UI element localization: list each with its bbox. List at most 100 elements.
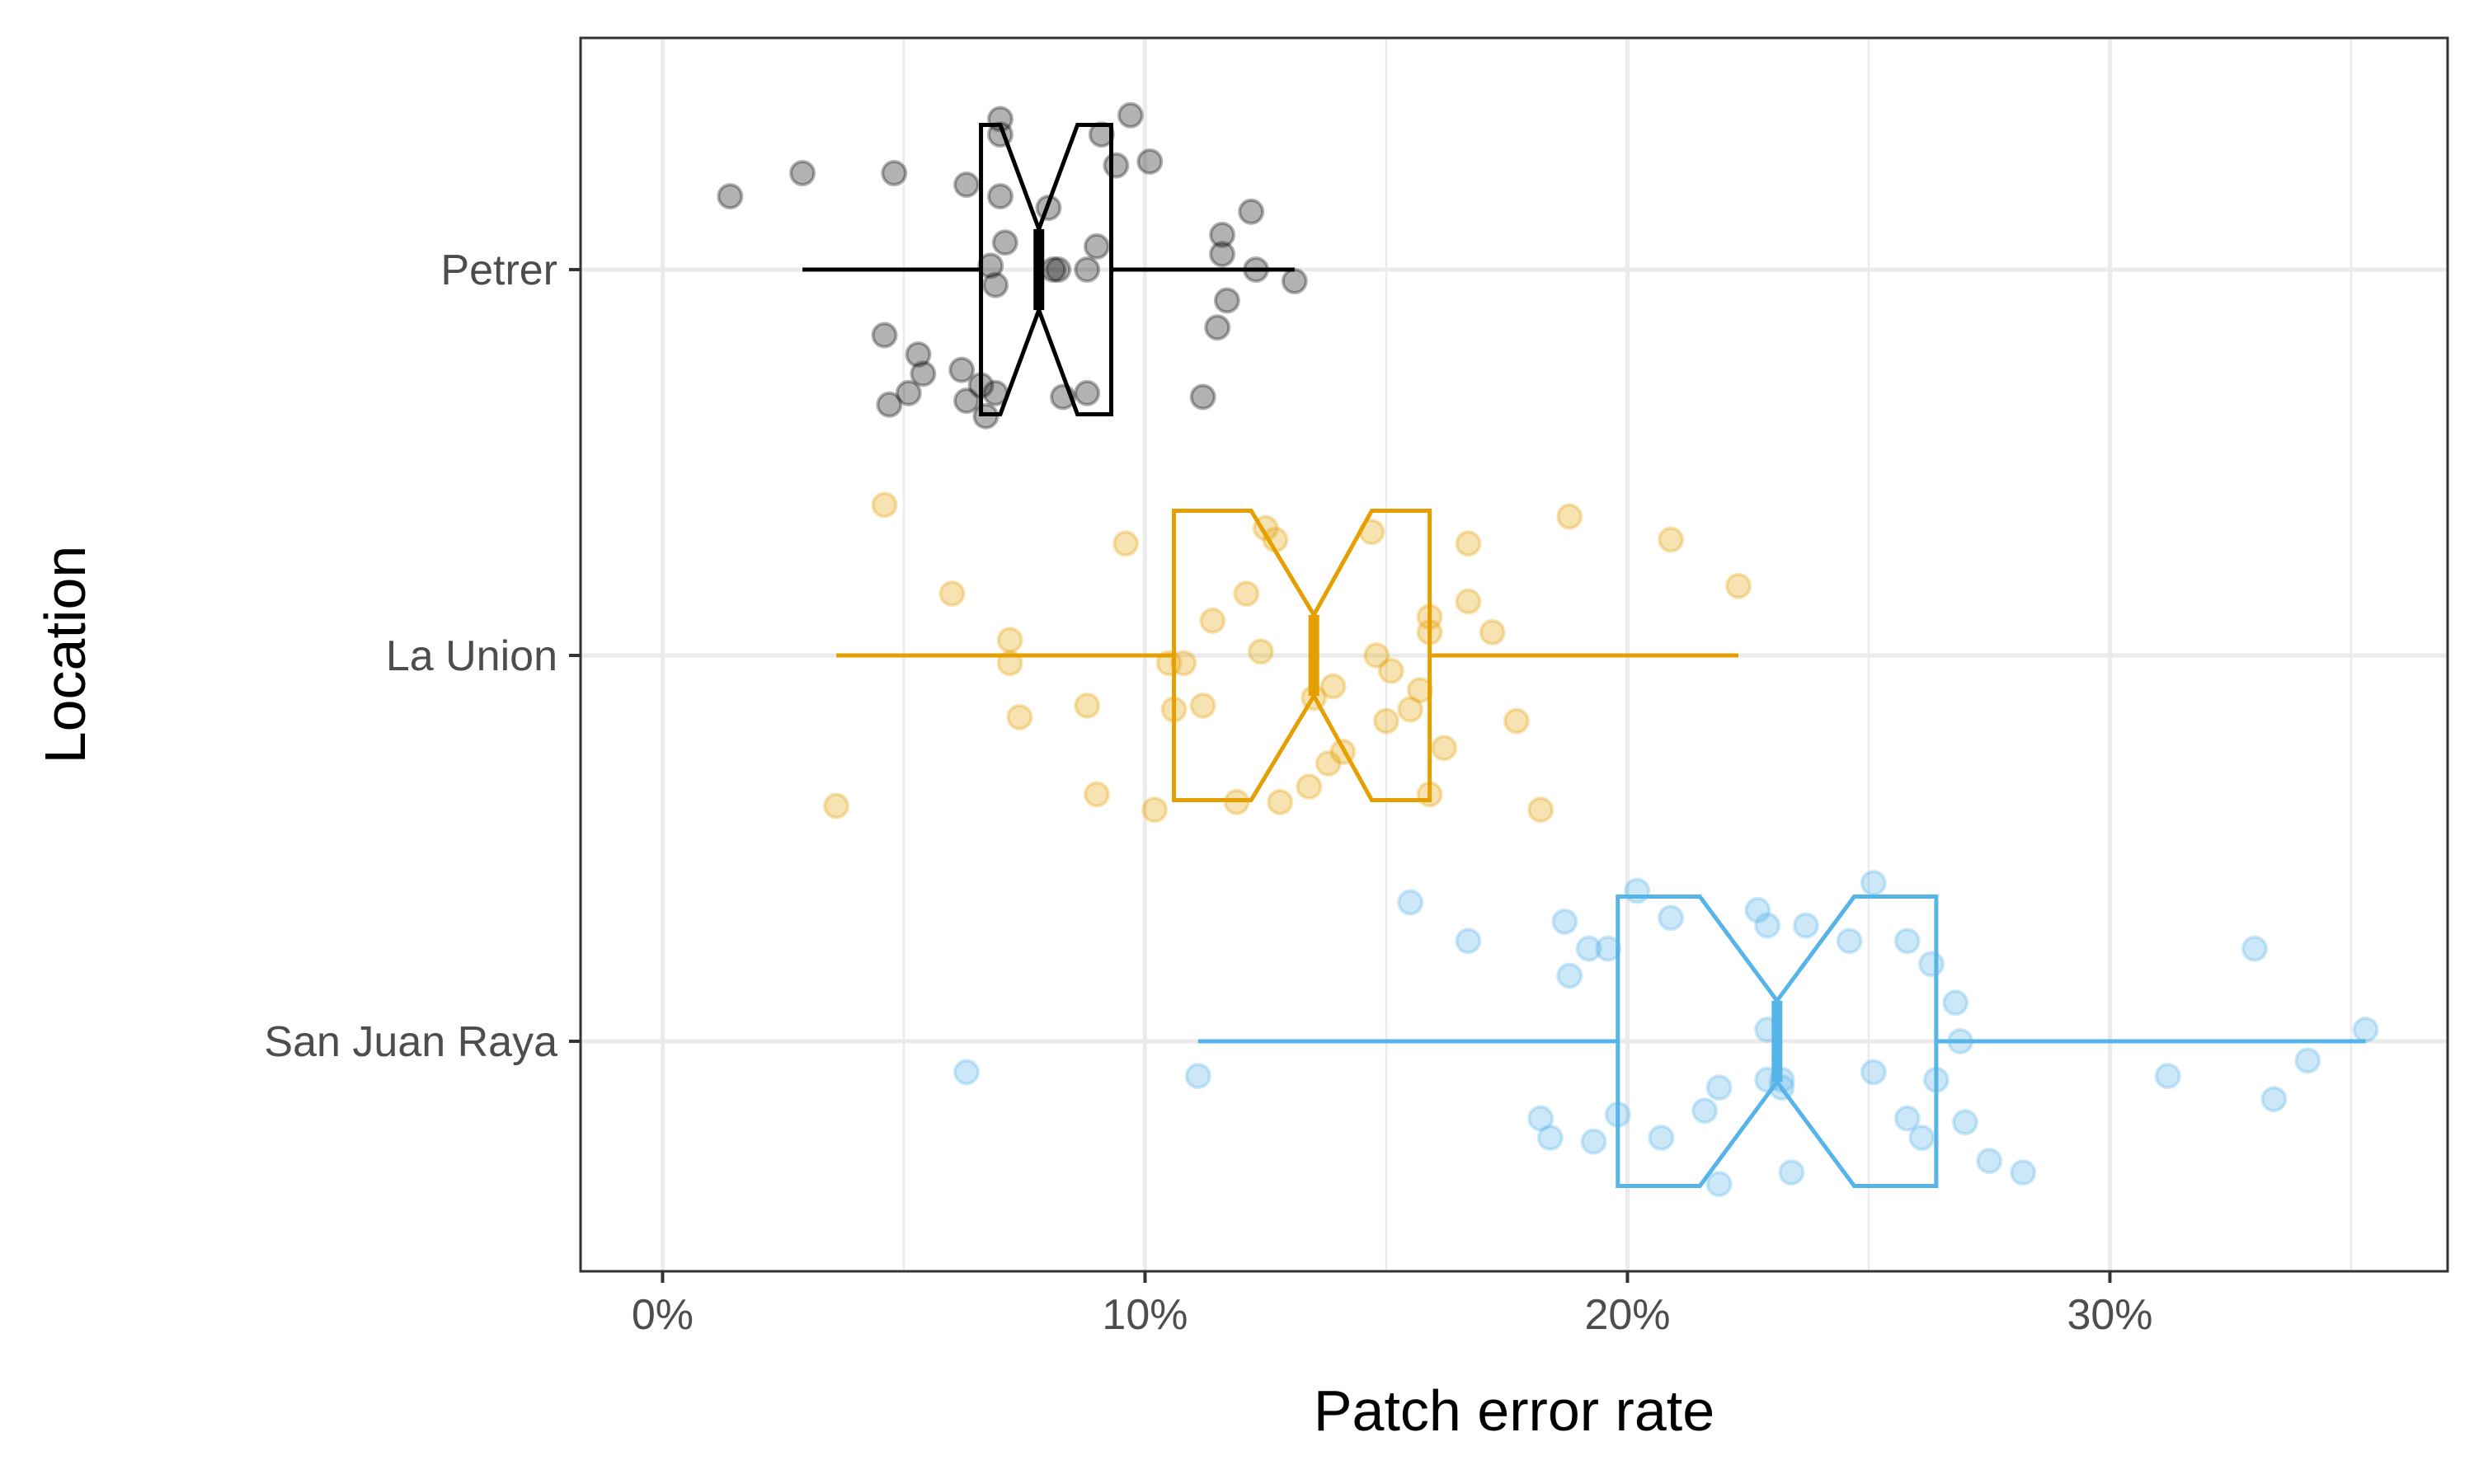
data-point (895, 379, 922, 406)
data-point (1951, 1109, 1978, 1136)
data-point (1479, 618, 1506, 646)
data-point (1624, 877, 1651, 904)
data-point (1860, 870, 1887, 897)
data-point (953, 1059, 981, 1086)
data-point (1648, 1125, 1675, 1151)
data-point (1658, 904, 1685, 932)
data-point (1189, 692, 1216, 719)
data-point (953, 171, 981, 199)
data-point (1103, 152, 1130, 179)
notched-box (1616, 895, 1939, 1188)
data-point (2154, 1063, 2181, 1090)
data-point (2241, 935, 2268, 962)
data-point (938, 580, 966, 608)
data-point (1074, 256, 1101, 283)
data-point (1213, 287, 1240, 314)
data-point (1397, 889, 1424, 916)
data-point (1918, 951, 1945, 978)
data-point (1551, 908, 1578, 935)
data-point (953, 387, 981, 415)
data-point (1836, 928, 1863, 955)
data-point (876, 391, 903, 418)
data-point (910, 360, 937, 387)
x-tick-label: 30% (2067, 1291, 2152, 1339)
data-point (1372, 707, 1399, 735)
box-elements (802, 123, 2366, 1188)
data-point (1233, 580, 1260, 608)
data-point (1893, 1105, 1921, 1132)
data-point (2294, 1047, 2321, 1074)
data-point (1184, 1063, 1211, 1090)
data-point (1281, 268, 1308, 295)
data-point (2010, 1159, 2037, 1186)
data-point (1209, 241, 1236, 268)
data-point (1691, 1097, 1719, 1125)
data-point (1754, 912, 1781, 939)
data-point (1705, 1074, 1733, 1101)
data-point (1792, 912, 1819, 939)
data-point (1860, 1059, 1887, 1086)
data-point (1136, 148, 1164, 175)
data-point (1455, 588, 1482, 615)
y-tick-label: San Juan Raya (264, 1018, 557, 1066)
axis-ticks: 0% 10% 20% 30% Petrer La Union San Juan Raya (264, 247, 2152, 1339)
data-point (1296, 773, 1323, 801)
data-point (1083, 781, 1110, 808)
data-point (1455, 928, 1482, 955)
data-point (1112, 530, 1140, 557)
y-axis-title: Location (33, 546, 97, 764)
data-point (1204, 314, 1231, 341)
data-point (1238, 198, 1265, 225)
data-point (1527, 1105, 1554, 1132)
data-point (871, 491, 898, 519)
data-point (1580, 1128, 1607, 1155)
data-point (1575, 935, 1602, 962)
data-point (991, 229, 1018, 256)
data-point (948, 356, 976, 383)
data-point (986, 183, 1014, 210)
data-points (717, 101, 2379, 1198)
data-point (1455, 530, 1482, 557)
data-point (1893, 928, 1921, 955)
data-point (1045, 256, 1072, 283)
data-point (1377, 657, 1404, 684)
data-point (2260, 1086, 2288, 1113)
x-tick-label: 0% (632, 1291, 694, 1339)
data-point (1744, 896, 1771, 923)
data-point (905, 340, 932, 368)
data-point (1074, 379, 1101, 406)
x-axis-title: Patch error rate (1314, 1378, 1714, 1443)
data-point (1705, 1171, 1733, 1198)
data-point (717, 183, 744, 210)
data-point (881, 160, 908, 186)
data-point (1536, 1125, 1564, 1151)
data-point (1942, 989, 1969, 1017)
data-point (1006, 703, 1033, 730)
data-point (1319, 673, 1347, 700)
data-point (1209, 221, 1236, 248)
data-point (1976, 1148, 2003, 1175)
data-point (2352, 1016, 2379, 1043)
data-point (1083, 232, 1110, 260)
notched-box (979, 123, 1114, 416)
data-point (1315, 750, 1342, 777)
data-point (1363, 642, 1390, 669)
data-point (871, 322, 898, 349)
data-point (1778, 1159, 1805, 1186)
data-point (1658, 526, 1685, 553)
y-tick-label: La Union (386, 632, 557, 680)
data-point (1397, 696, 1424, 723)
data-point (1141, 796, 1169, 824)
data-point (1247, 638, 1274, 665)
data-point (1117, 101, 1144, 129)
data-point (1199, 607, 1226, 634)
y-tick-label: Petrer (440, 247, 557, 294)
notched-box (1172, 509, 1432, 802)
data-point (1431, 735, 1458, 762)
data-point (1267, 788, 1294, 815)
data-point (1503, 707, 1530, 735)
data-point (1074, 692, 1101, 719)
x-tick-label: 10% (1102, 1291, 1188, 1339)
